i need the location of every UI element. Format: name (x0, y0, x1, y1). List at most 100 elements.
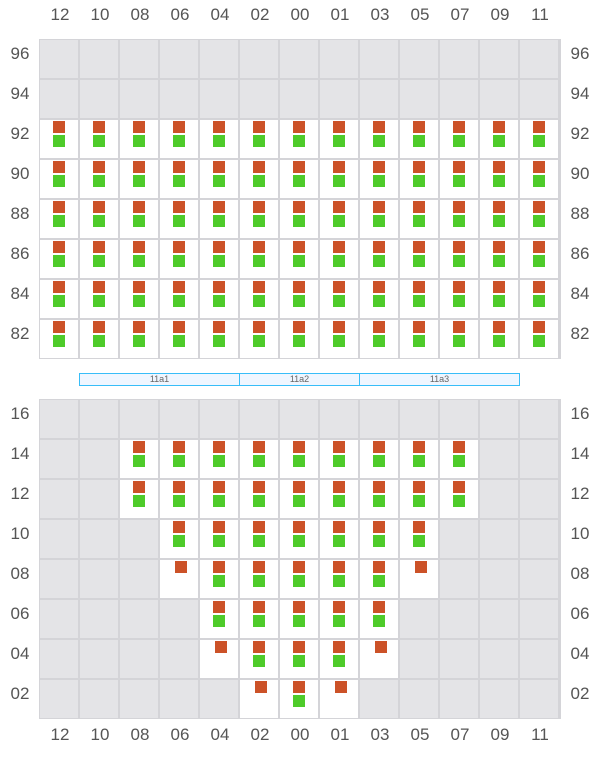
slot[interactable] (280, 240, 318, 278)
slot[interactable] (320, 480, 358, 518)
slot[interactable] (200, 600, 238, 638)
slot[interactable] (80, 200, 118, 238)
slot[interactable] (160, 520, 198, 558)
slot[interactable] (400, 520, 438, 558)
slot[interactable] (40, 280, 78, 318)
slot[interactable] (200, 480, 238, 518)
slot[interactable] (120, 240, 158, 278)
slot[interactable] (240, 600, 278, 638)
slot[interactable] (280, 480, 318, 518)
slot[interactable] (280, 160, 318, 198)
slot[interactable] (120, 480, 158, 518)
slot[interactable] (520, 240, 558, 278)
slot[interactable] (320, 680, 358, 718)
slot[interactable] (320, 320, 358, 358)
slot[interactable] (480, 280, 518, 318)
slot[interactable] (320, 280, 358, 318)
slot[interactable] (480, 200, 518, 238)
segment-11a3[interactable]: 11a3 (359, 373, 520, 386)
slot[interactable] (480, 320, 518, 358)
slot[interactable] (160, 560, 198, 598)
slot[interactable] (360, 200, 398, 238)
slot[interactable] (120, 280, 158, 318)
slot[interactable] (360, 120, 398, 158)
slot[interactable] (320, 120, 358, 158)
slot[interactable] (480, 160, 518, 198)
slot[interactable] (320, 560, 358, 598)
slot[interactable] (280, 680, 318, 718)
slot[interactable] (440, 120, 478, 158)
slot[interactable] (440, 440, 478, 478)
slot[interactable] (160, 120, 198, 158)
slot[interactable] (400, 280, 438, 318)
slot[interactable] (280, 520, 318, 558)
slot[interactable] (480, 240, 518, 278)
slot[interactable] (200, 240, 238, 278)
segment-11a1[interactable]: 11a1 (79, 373, 240, 386)
slot[interactable] (200, 560, 238, 598)
slot[interactable] (240, 200, 278, 238)
slot[interactable] (120, 160, 158, 198)
slot[interactable] (320, 160, 358, 198)
slot[interactable] (520, 160, 558, 198)
slot[interactable] (360, 520, 398, 558)
slot[interactable] (280, 640, 318, 678)
slot[interactable] (160, 480, 198, 518)
slot[interactable] (280, 600, 318, 638)
slot[interactable] (320, 600, 358, 638)
slot[interactable] (280, 560, 318, 598)
slot[interactable] (160, 160, 198, 198)
slot[interactable] (280, 120, 318, 158)
slot[interactable] (40, 120, 78, 158)
slot[interactable] (360, 280, 398, 318)
slot[interactable] (160, 200, 198, 238)
slot[interactable] (80, 280, 118, 318)
slot[interactable] (520, 200, 558, 238)
slot[interactable] (400, 440, 438, 478)
slot[interactable] (320, 240, 358, 278)
slot[interactable] (240, 480, 278, 518)
slot[interactable] (320, 640, 358, 678)
slot[interactable] (320, 200, 358, 238)
slot[interactable] (440, 320, 478, 358)
slot[interactable] (400, 120, 438, 158)
slot[interactable] (440, 480, 478, 518)
slot[interactable] (160, 320, 198, 358)
slot[interactable] (240, 320, 278, 358)
slot[interactable] (240, 240, 278, 278)
slot[interactable] (440, 280, 478, 318)
slot[interactable] (160, 240, 198, 278)
slot[interactable] (520, 120, 558, 158)
slot[interactable] (320, 440, 358, 478)
slot[interactable] (80, 240, 118, 278)
slot[interactable] (440, 160, 478, 198)
slot[interactable] (440, 200, 478, 238)
segment-11a2[interactable]: 11a2 (239, 373, 360, 386)
slot[interactable] (240, 520, 278, 558)
slot[interactable] (520, 320, 558, 358)
slot[interactable] (200, 160, 238, 198)
slot[interactable] (400, 240, 438, 278)
slot[interactable] (280, 200, 318, 238)
slot[interactable] (200, 120, 238, 158)
slot[interactable] (400, 560, 438, 598)
slot[interactable] (240, 280, 278, 318)
slot[interactable] (320, 520, 358, 558)
slot[interactable] (360, 160, 398, 198)
slot[interactable] (80, 320, 118, 358)
slot[interactable] (360, 440, 398, 478)
slot[interactable] (200, 320, 238, 358)
slot[interactable] (240, 440, 278, 478)
slot[interactable] (480, 120, 518, 158)
slot[interactable] (360, 640, 398, 678)
slot[interactable] (240, 560, 278, 598)
slot[interactable] (520, 280, 558, 318)
slot[interactable] (360, 600, 398, 638)
slot[interactable] (360, 560, 398, 598)
slot[interactable] (400, 200, 438, 238)
slot[interactable] (280, 440, 318, 478)
slot[interactable] (120, 320, 158, 358)
slot[interactable] (160, 440, 198, 478)
slot[interactable] (400, 480, 438, 518)
slot[interactable] (240, 120, 278, 158)
